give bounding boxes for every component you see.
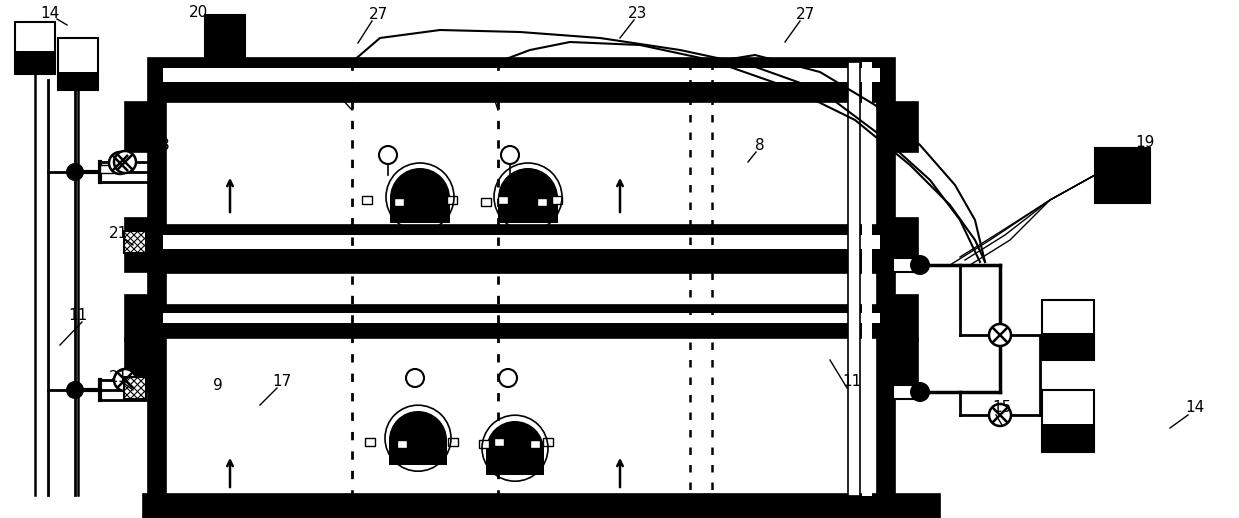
Bar xyxy=(394,198,404,206)
Text: 11: 11 xyxy=(843,375,861,390)
Text: 27: 27 xyxy=(368,7,388,22)
Bar xyxy=(530,440,540,448)
Circle shape xyxy=(989,324,1011,346)
Text: 11: 11 xyxy=(68,308,88,323)
Bar xyxy=(494,438,504,446)
Bar xyxy=(895,338,918,392)
Circle shape xyxy=(989,404,1011,426)
Bar xyxy=(58,72,98,90)
Text: 21: 21 xyxy=(108,225,128,240)
Bar xyxy=(893,385,914,399)
Text: 14: 14 xyxy=(41,6,59,21)
Bar xyxy=(847,62,860,496)
Bar xyxy=(164,68,880,82)
Bar xyxy=(142,494,940,518)
Text: 14: 14 xyxy=(1186,400,1204,415)
Bar xyxy=(481,198,491,206)
Circle shape xyxy=(66,381,84,399)
Bar xyxy=(147,58,895,102)
Bar xyxy=(58,38,98,90)
Text: 19: 19 xyxy=(1135,135,1155,150)
Bar xyxy=(1042,300,1094,360)
Bar xyxy=(895,295,918,341)
Circle shape xyxy=(406,369,424,387)
Bar xyxy=(125,295,147,341)
Circle shape xyxy=(501,146,519,164)
Bar xyxy=(895,218,918,272)
Bar xyxy=(543,438,553,446)
Bar xyxy=(124,231,146,253)
Bar xyxy=(396,440,406,448)
Bar xyxy=(390,198,450,223)
Circle shape xyxy=(499,369,517,387)
Bar xyxy=(389,440,447,465)
Circle shape xyxy=(109,152,131,174)
Bar xyxy=(147,305,895,338)
Text: 9: 9 xyxy=(213,254,223,269)
Bar xyxy=(862,62,872,496)
Bar xyxy=(100,165,121,173)
Text: 8: 8 xyxy=(756,137,764,152)
Text: 17: 17 xyxy=(273,375,291,390)
Bar xyxy=(147,102,166,518)
Bar xyxy=(553,196,563,204)
Circle shape xyxy=(909,255,930,275)
Text: 22: 22 xyxy=(481,84,499,99)
Bar xyxy=(164,235,880,249)
Bar xyxy=(895,102,918,152)
Text: 9: 9 xyxy=(213,378,223,393)
Bar xyxy=(1042,390,1094,452)
Circle shape xyxy=(66,163,84,181)
Circle shape xyxy=(114,369,136,391)
Wedge shape xyxy=(498,168,558,198)
Bar xyxy=(498,198,558,223)
Wedge shape xyxy=(390,168,450,198)
Bar xyxy=(15,22,55,74)
Text: 23: 23 xyxy=(628,6,648,21)
Bar xyxy=(486,450,544,475)
Circle shape xyxy=(909,382,930,402)
Bar xyxy=(893,258,914,272)
Text: 27: 27 xyxy=(795,7,814,22)
Bar xyxy=(447,196,457,204)
Bar xyxy=(125,102,147,152)
Text: 8: 8 xyxy=(160,137,170,152)
Bar xyxy=(877,102,895,518)
Bar xyxy=(479,440,489,448)
Bar xyxy=(147,225,895,273)
Text: 22: 22 xyxy=(327,84,347,99)
Bar xyxy=(449,438,458,446)
Text: 15: 15 xyxy=(992,400,1011,415)
Bar xyxy=(15,51,55,74)
Bar xyxy=(125,218,147,272)
Wedge shape xyxy=(486,421,544,450)
Bar xyxy=(1095,148,1150,203)
Wedge shape xyxy=(389,411,447,440)
Bar xyxy=(498,196,508,204)
Bar xyxy=(125,338,147,392)
Bar xyxy=(1042,333,1094,360)
Bar xyxy=(164,313,880,323)
Text: 15: 15 xyxy=(133,308,151,323)
Text: 21: 21 xyxy=(108,370,128,385)
Bar xyxy=(1042,424,1094,452)
Bar xyxy=(362,196,372,204)
Bar xyxy=(536,198,546,206)
Bar xyxy=(366,438,375,446)
Bar xyxy=(204,15,245,57)
Circle shape xyxy=(114,151,136,173)
Circle shape xyxy=(379,146,396,164)
Text: 20: 20 xyxy=(188,5,208,20)
Bar xyxy=(124,377,146,399)
